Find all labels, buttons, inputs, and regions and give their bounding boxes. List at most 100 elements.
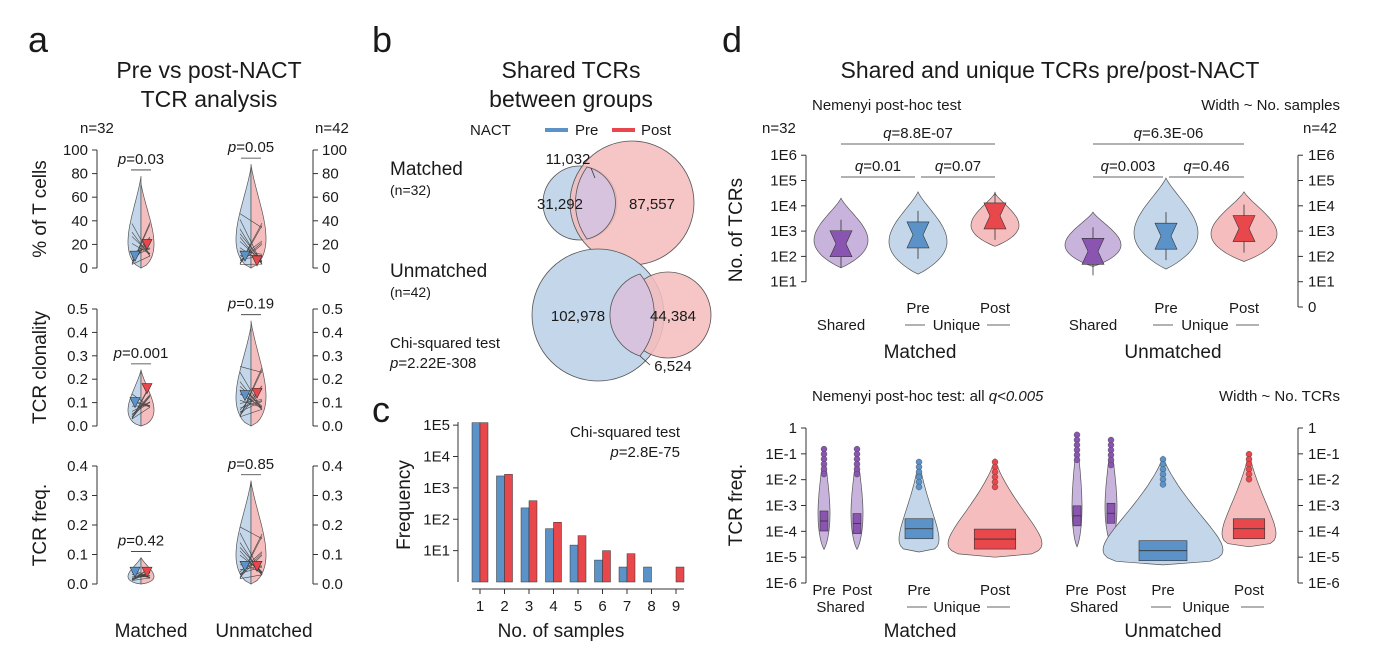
panel-a-right-tick-label: 0.3 <box>322 488 343 505</box>
panel-label-c: c <box>372 389 390 430</box>
panel-a-right-tick-label: 0.2 <box>322 371 343 388</box>
panel-d-top-right-note: Width ~ No. samples <box>1201 97 1340 114</box>
paired-line <box>131 402 151 415</box>
panel-d: d Shared and unique TCRs pre/post-NACT N… <box>722 19 1340 642</box>
outlier-dot <box>991 483 999 491</box>
paired-line <box>131 396 151 419</box>
panel-d-bottom-left-tick-label: 1E-4 <box>765 523 797 540</box>
panel-d-top-left-tick-label: 1E6 <box>770 147 797 164</box>
q-value-label: q=8.8E-07 <box>883 125 953 142</box>
panel-c-xlabel: No. of samples <box>498 621 625 642</box>
top-category-label: Shared <box>817 317 865 334</box>
p-value-label: p=0.03 <box>117 151 164 168</box>
venn-matched-pre-only: 31,292 <box>537 196 583 213</box>
panel-a-ylabel: TCR freq. <box>30 484 51 566</box>
notch-box <box>829 230 853 258</box>
panel-d-top-ylabel: No. of TCRs <box>726 178 747 282</box>
panel-d-top-right-tick-label: 1E2 <box>1308 248 1335 265</box>
notch-box <box>1232 215 1256 242</box>
outlier-dot <box>1107 461 1115 469</box>
bar-post <box>504 474 513 583</box>
bottom-unique-label: Unique <box>933 599 981 616</box>
paired-line <box>239 381 263 410</box>
paired-line <box>131 406 151 420</box>
bottom-category-label: Pre <box>907 582 930 599</box>
venn-unmatched-pre-only: 102,978 <box>551 308 605 325</box>
p-symbol: p <box>117 532 126 549</box>
panel-d-bottom-left-tick-label: 1E-5 <box>765 549 797 566</box>
panel-c-ytick-label: 1E2 <box>423 511 450 528</box>
venn-matched-shared: 11,032 <box>546 151 591 168</box>
panel-d-top-left-tick-label: 1E2 <box>770 248 797 265</box>
panel-d-top-left-tick-label: 1E5 <box>770 173 797 190</box>
panel-c-xtick-label: 8 <box>647 598 655 615</box>
q-value: =6.3E-06 <box>1142 125 1203 142</box>
q-value: =0.01 <box>863 158 901 175</box>
panel-d-bottom-left-tick-label: 1 <box>789 420 797 437</box>
panel-d-bottom-left-tick-label: 1E-6 <box>765 575 797 592</box>
bar-post <box>553 522 562 583</box>
panel-d-bottom-left-tick-label: 1E-2 <box>765 472 797 489</box>
q-value-label: q=0.46 <box>1183 158 1229 175</box>
bar-pre <box>545 528 554 583</box>
panel-d-bottom-ylabel: TCR freq. <box>726 464 747 546</box>
outlier-dot <box>915 483 923 491</box>
paired-line <box>239 526 263 539</box>
panel-a-left-tick-label: 80 <box>71 166 88 183</box>
panel-a-left-tick-label: 0.4 <box>67 458 88 475</box>
panel-c-xtick-label: 2 <box>500 598 508 615</box>
panel-label-a: a <box>28 19 49 60</box>
panel-d-n-unmatched: n=42 <box>1303 120 1337 137</box>
violin-half-post <box>250 164 267 269</box>
panel-a-right-tick-label: 0.1 <box>322 547 343 564</box>
outlier-dot <box>1073 456 1081 464</box>
p-value: =0.001 <box>122 345 168 362</box>
panel-c-xtick-label: 9 <box>672 598 680 615</box>
venn-unmatched-shared-pointer <box>639 355 651 366</box>
paired-line <box>239 367 263 417</box>
panel-d-top-right-tick-label: 1E3 <box>1308 223 1335 240</box>
panel-a-ylabel: % of T cells <box>30 160 51 258</box>
legend-post-label: Post <box>641 122 672 139</box>
bar-pre <box>618 566 628 583</box>
bar-post <box>602 550 611 583</box>
panel-c-ytick-label: 1E4 <box>423 449 450 466</box>
venn-unmatched-overlap <box>609 273 655 357</box>
bar-pre <box>471 422 481 583</box>
median-marker <box>141 239 153 251</box>
panel-c: c Frequency No. of samples Chi-squared t… <box>372 389 685 642</box>
notch-box <box>1081 238 1105 265</box>
paired-line <box>239 408 263 418</box>
panel-d-top-left-tick-label: 1E4 <box>770 198 797 215</box>
panel-a-left-tick-label: 0.5 <box>67 301 88 318</box>
bottom-category-label: Pre <box>812 582 835 599</box>
top-category-label: Post <box>980 300 1011 317</box>
panel-a-right-tick-label: 0.3 <box>322 348 343 365</box>
q-symbol: q <box>855 158 864 175</box>
panel-a-left-tick-label: 40 <box>71 213 88 230</box>
panel-a-left-tick-label: 0.1 <box>67 395 88 412</box>
violin-half-post <box>140 182 155 269</box>
panel-label-b: b <box>372 19 392 60</box>
panel-d-title: Shared and unique TCRs pre/post-NACT <box>841 57 1260 83</box>
paired-line <box>239 244 263 264</box>
paired-line <box>239 213 263 229</box>
paired-line <box>239 533 263 579</box>
p-value: =0.03 <box>126 151 164 168</box>
median-marker <box>239 250 251 262</box>
panel-d-top-left-tick-label: 1E1 <box>770 274 797 291</box>
panel-d-bottom-right-tick-label: 1E-1 <box>1308 446 1340 463</box>
paired-line <box>131 223 151 257</box>
median-marker <box>129 397 141 409</box>
panel-a-group-unmatched: Unmatched <box>215 621 312 642</box>
notch-box <box>906 221 930 249</box>
p-value-label: p=0.42 <box>117 532 164 549</box>
panel-a-left-tick-label: 0.1 <box>67 547 88 564</box>
notch-box <box>983 202 1007 230</box>
bottom-category-label: Post <box>1234 582 1265 599</box>
paired-line <box>131 393 151 408</box>
p-symbol: p <box>227 139 236 156</box>
panel-c-ytick-label: 1E1 <box>423 543 450 560</box>
panel-c-xtick-label: 6 <box>598 598 606 615</box>
bottom-shared-label: Shared <box>816 599 864 616</box>
